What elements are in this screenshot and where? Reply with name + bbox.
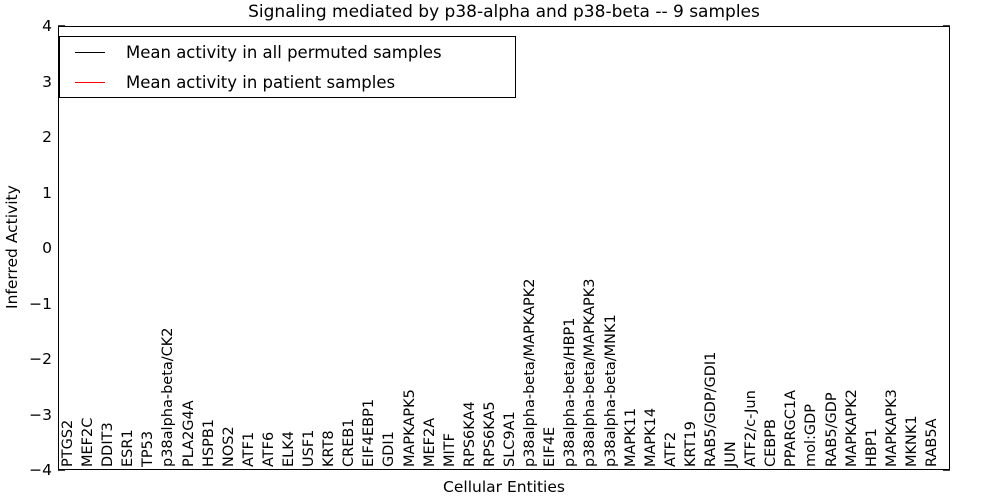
x-tick-label: CEBPB bbox=[763, 419, 780, 467]
x-tick-label: p38alpha-beta/MNK1 bbox=[602, 314, 619, 467]
x-tick-label: RAB5A bbox=[924, 418, 940, 468]
x-tick-label: ELK4 bbox=[281, 431, 298, 467]
legend-label: Mean activity in all permuted samples bbox=[126, 42, 442, 62]
y-tick-label: −2 bbox=[29, 350, 52, 368]
y-tick-label: −1 bbox=[29, 294, 52, 313]
x-tick-label: p38alpha-beta/MAPKAPK3 bbox=[582, 278, 599, 468]
y-tick-label: −3 bbox=[29, 405, 52, 424]
x-tick-label: USF1 bbox=[301, 429, 318, 467]
x-tick-label: DDIT3 bbox=[100, 422, 117, 467]
x-tick-label: PLA2G4A bbox=[180, 400, 197, 467]
x-tick-label: CREB1 bbox=[341, 418, 358, 467]
x-tick-label: MEF2A bbox=[421, 417, 438, 467]
x-axis-label: Cellular Entities bbox=[443, 478, 565, 496]
x-tick-label: mol:GDP bbox=[803, 403, 820, 467]
x-tick-label: MKNK1 bbox=[903, 415, 920, 467]
x-tick-label: RPS6KA5 bbox=[481, 401, 498, 467]
y-tick-label: 3 bbox=[42, 72, 52, 91]
legend: Mean activity in all permuted samples Me… bbox=[59, 36, 516, 98]
x-tick-label: MITF bbox=[441, 433, 458, 467]
x-tick-label: KRT19 bbox=[682, 421, 699, 467]
x-tick-label: RAB5/GDP/GDI1 bbox=[702, 351, 719, 467]
y-tick-label: 0 bbox=[42, 239, 52, 257]
x-tick-label: GDI1 bbox=[381, 431, 398, 467]
x-tick-label: MAPK11 bbox=[622, 407, 639, 467]
x-tick-label: p38alpha-beta/HBP1 bbox=[562, 317, 579, 467]
x-tick-label: MAPKAPK5 bbox=[401, 389, 418, 467]
plot-area bbox=[58, 26, 950, 470]
x-tick-label: MAPK14 bbox=[642, 407, 659, 467]
x-tick-label: MAPKAPK2 bbox=[843, 389, 860, 467]
legend-label: Mean activity in patient samples bbox=[126, 72, 396, 92]
x-tick-label: HSPB1 bbox=[200, 418, 217, 467]
x-tick-label: ATF1 bbox=[240, 431, 257, 467]
x-tick-label: RAB5/GDP bbox=[823, 392, 840, 467]
x-tick-label: SLC9A1 bbox=[502, 411, 519, 467]
x-tick-label: ATF2 bbox=[662, 431, 679, 467]
x-tick-label: KRT8 bbox=[321, 430, 338, 467]
x-tick-label: EIF4E bbox=[542, 426, 559, 467]
x-tick-label: ATF6 bbox=[260, 431, 277, 467]
chart-title: Signaling mediated by p38-alpha and p38-… bbox=[248, 2, 760, 22]
x-tick-label: ATF2/c-Jun bbox=[743, 390, 760, 467]
legend-item-permuted: Mean activity in all permuted samples bbox=[60, 39, 515, 65]
red-line-swatch-icon bbox=[75, 81, 105, 83]
x-tick-label: EIF4EBP1 bbox=[361, 398, 378, 467]
x-tick-label: PTGS2 bbox=[60, 419, 76, 467]
x-tick-label: PPARGC1A bbox=[783, 389, 800, 467]
x-tick-label: NOS2 bbox=[220, 426, 237, 467]
x-tick-label: HBP1 bbox=[863, 428, 880, 467]
y-tick-label: 1 bbox=[42, 183, 52, 202]
y-tick-label: 2 bbox=[42, 128, 52, 146]
legend-item-patient: Mean activity in patient samples bbox=[60, 69, 515, 95]
y-tick-label: 4 bbox=[42, 17, 52, 35]
x-tick-label: MAPKAPK3 bbox=[883, 389, 900, 467]
x-tick-label: MEF2C bbox=[80, 417, 97, 467]
x-tick-label: p38alpha-beta/CK2 bbox=[160, 327, 177, 467]
x-tick-label: RPS6KA4 bbox=[461, 401, 478, 467]
x-tick-label: p38alpha-beta/MAPKAPK2 bbox=[522, 278, 539, 468]
y-tick-label: −4 bbox=[29, 461, 52, 479]
black-line-swatch-icon bbox=[75, 51, 105, 53]
x-tick-label: ESR1 bbox=[120, 429, 137, 467]
x-tick-label: JUN bbox=[723, 441, 740, 467]
x-tick-label: TP53 bbox=[140, 430, 157, 467]
